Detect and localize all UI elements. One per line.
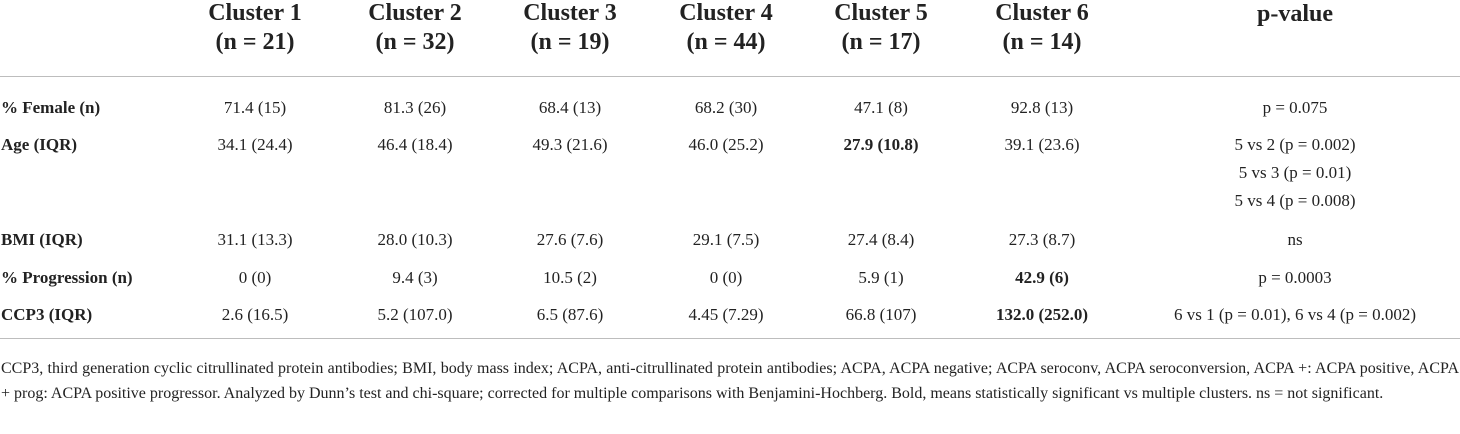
p-value-cell: p = 0.075 [1263,94,1328,122]
column-n: (n = 32) [375,29,455,55]
column-n: (n = 19) [530,29,610,55]
column-title: p-value [1256,1,1333,27]
column-n: (n = 14) [1002,29,1082,55]
table-cell: 81.3 (26) [383,98,447,117]
column-title: Cluster 2 [368,0,462,26]
column-title: Cluster 1 [208,0,302,26]
table-cell: 39.1 (23.6) [1004,135,1080,154]
row-label: % Female (n) [1,98,101,117]
table-cell: 34.1 (24.4) [217,135,293,154]
p-value-line: 6 vs 1 (p = 0.01), 6 vs 4 (p = 0.002) [1173,305,1417,324]
p-value-line: 5 vs 2 (p = 0.002) [1234,135,1356,154]
p-value-line: p = 0.0003 [1258,268,1332,287]
table-cell: 68.2 (30) [694,98,758,117]
table-cell: 68.4 (13) [538,98,602,117]
table-cell: 27.3 (8.7) [1008,230,1076,249]
row-label: BMI (IQR) [1,230,83,249]
row-label: % Progression (n) [1,268,133,287]
column-header-cluster-5: Cluster 5 (n = 17) [811,0,951,56]
table-cell: 31.1 (13.3) [217,230,293,249]
column-header-cluster-2: Cluster 2 (n = 32) [345,0,485,56]
p-value-cell: 5 vs 2 (p = 0.002) 5 vs 3 (p = 0.01) 5 vs … [1234,131,1355,215]
table-cell: 42.9 (6) [1015,268,1069,287]
column-title: Cluster 6 [995,0,1089,26]
column-header-cluster-1: Cluster 1 (n = 21) [185,0,325,56]
table-cell: 132.0 (252.0) [995,305,1089,324]
column-header-cluster-3: Cluster 3 (n = 19) [500,0,640,56]
p-value-cell: 6 vs 1 (p = 0.01), 6 vs 4 (p = 0.002) [1174,301,1416,329]
p-value-line: ns [1287,230,1303,249]
row-label: Age (IQR) [1,135,78,154]
table-cell: 46.0 (25.2) [688,135,764,154]
table-cell: 27.9 (10.8) [843,135,919,154]
table-cell: 47.1 (8) [854,98,908,117]
table-cell: 5.9 (1) [858,268,904,287]
table-cell: 10.5 (2) [543,268,597,287]
table-cell: 9.4 (3) [392,268,438,287]
p-value-line: 5 vs 4 (p = 0.008) [1234,191,1356,210]
column-header-cluster-4: Cluster 4 (n = 44) [656,0,796,56]
column-title: Cluster 5 [834,0,928,26]
table-cell: 29.1 (7.5) [692,230,760,249]
column-n: (n = 21) [215,29,295,55]
table-footnote: CCP3, third generation cyclic citrullina… [1,360,1459,402]
table-cell: 66.8 (107) [845,305,917,324]
p-value-cell: p = 0.0003 [1258,264,1331,292]
column-n: (n = 17) [841,29,921,55]
table-cell: 49.3 (21.6) [532,135,608,154]
table-cell: 2.6 (16.5) [221,305,289,324]
header-rule [0,76,1460,77]
table-cell: 46.4 (18.4) [377,135,453,154]
table-cell: 0 (0) [709,268,743,287]
table-cell: 5.2 (107.0) [377,305,453,324]
table-cell: 28.0 (10.3) [377,230,453,249]
table-bottom-rule [0,338,1460,339]
column-title: Cluster 3 [523,0,617,26]
table-cell: 0 (0) [238,268,272,287]
row-label: CCP3 (IQR) [1,305,93,324]
column-header-cluster-6: Cluster 6 (n = 14) [972,0,1112,56]
column-header-p-value: p-value [1225,0,1365,56]
p-value-cell: ns [1287,226,1302,254]
column-title: Cluster 4 [679,0,773,26]
table-cell: 6.5 (87.6) [536,305,604,324]
table-cell: 4.45 (7.29) [688,305,764,324]
p-value-line: 5 vs 3 (p = 0.01) [1238,163,1352,182]
p-value-line: p = 0.075 [1262,98,1328,117]
table-cell: 92.8 (13) [1010,98,1074,117]
table-cell: 27.6 (7.6) [536,230,604,249]
column-n: (n = 44) [686,29,766,55]
table-cell: 71.4 (15) [223,98,287,117]
table-cell: 27.4 (8.4) [847,230,915,249]
